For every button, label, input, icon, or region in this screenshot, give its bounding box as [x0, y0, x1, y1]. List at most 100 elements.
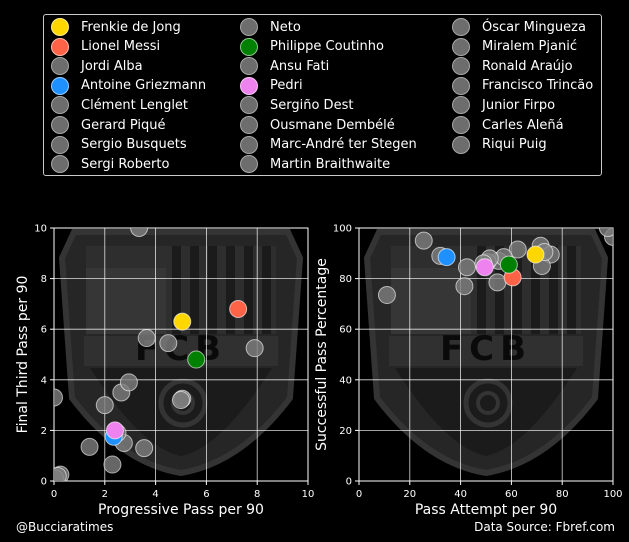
data-point — [105, 421, 124, 440]
legend-label: Antoine Griezmann — [81, 78, 207, 94]
x-tick-label: 100 — [603, 489, 622, 500]
legend-item: Marc-André ter Stegen — [240, 135, 417, 155]
data-point — [119, 373, 138, 392]
legend-marker — [240, 18, 258, 36]
x-tick-label: 0 — [51, 489, 57, 500]
crest-letters: FCB — [440, 329, 532, 369]
legend-marker — [452, 37, 470, 56]
y-tick-label: 60 — [339, 325, 352, 336]
y-tick-label: 4 — [41, 375, 47, 386]
legend-label: Jordi Alba — [81, 58, 143, 74]
x-tick-label: 80 — [556, 489, 569, 500]
data-point — [499, 255, 518, 274]
legend-marker — [452, 96, 470, 115]
y-axis-label: Final Third Pass per 90 — [15, 276, 31, 434]
y-tick-label: 0 — [346, 477, 352, 488]
legend-item: Pedri — [240, 76, 303, 96]
legend-item: Carles Aleñá — [452, 115, 564, 135]
legend-item: Ronald Araújo — [452, 56, 573, 76]
data-point — [54, 466, 67, 481]
legend-label: Francisco Trincão — [482, 78, 594, 94]
data-source: Data Source: Fbref.com — [474, 520, 615, 534]
data-point — [414, 231, 433, 250]
legend-marker — [240, 155, 258, 174]
data-point — [172, 391, 190, 410]
legend-marker — [452, 18, 470, 36]
plot-frame — [53, 227, 309, 482]
legend-marker — [452, 135, 470, 154]
legend-label: Frenkie de Jong — [81, 19, 181, 35]
data-points — [54, 228, 264, 481]
data-point — [437, 248, 456, 267]
data-point — [475, 258, 494, 277]
y-tick-label: 8 — [41, 274, 47, 285]
x-axis-label: Pass Attempt per 90 — [415, 502, 557, 518]
legend-item: Ousmane Dembélé — [240, 115, 395, 135]
legend-item: Sergi Roberto — [51, 154, 169, 174]
x-axis-label: Progressive Pass per 90 — [98, 502, 264, 518]
data-point — [508, 240, 527, 259]
legend-label: Lionel Messi — [81, 39, 161, 55]
data-point — [95, 396, 114, 415]
legend-item: Frenkie de Jong — [51, 17, 181, 37]
data-point — [187, 350, 206, 369]
legend-label: Gerard Piqué — [81, 117, 166, 133]
legend-label: Ousmane Dembélé — [270, 117, 395, 133]
legend-label: Riqui Puig — [482, 137, 547, 153]
legend-label: Clément Lenglet — [81, 97, 189, 113]
legend-label: Óscar Mingueza — [482, 19, 586, 35]
legend-marker — [51, 116, 69, 134]
legend-marker — [51, 18, 69, 36]
data-point — [377, 286, 396, 305]
y-tick-label: 2 — [41, 426, 47, 437]
legend-label: Ansu Fati — [270, 58, 330, 74]
data-point — [54, 388, 63, 407]
legend-label: Sergio Busquets — [81, 137, 187, 153]
legend-item: Óscar Mingueza — [452, 17, 586, 37]
legend-label: Marc-André ter Stegen — [270, 137, 417, 153]
data-point — [245, 339, 264, 358]
data-point — [488, 273, 507, 292]
data-point — [455, 277, 474, 296]
chart-attempts-vs-percentage: FCB 0 20 40 60 80 100 0 20 40 60 80 100 Pass Attempt … — [314, 224, 623, 519]
data-point — [598, 228, 613, 237]
legend-item: Clément Lenglet — [51, 95, 188, 115]
legend-marker — [51, 96, 69, 115]
legend-marker — [240, 135, 258, 154]
y-tick-label: 100 — [333, 224, 352, 235]
legend-marker — [240, 116, 258, 134]
legend-item: Jordi Alba — [51, 56, 143, 76]
legend-item: Ansu Fati — [240, 56, 329, 76]
chart-progressive-vs-final-third: FCB 0 2 4 6 8 10 0 2 4 6 8 10 Progressive Pass per 90… — [15, 224, 315, 519]
legend-item: Philippe Coutinho — [240, 37, 384, 57]
x-tick-label: 0 — [356, 489, 362, 500]
y-tick-label: 10 — [34, 224, 47, 235]
legend-label: Martin Braithwaite — [270, 156, 391, 172]
data-point — [526, 245, 545, 264]
data-point — [103, 455, 122, 474]
x-tick-label: 10 — [302, 489, 315, 500]
data-point — [173, 312, 192, 331]
y-tick-label: 20 — [339, 426, 352, 437]
legend-label: Ronald Araújo — [482, 58, 573, 74]
legend-item: Gerard Piqué — [51, 115, 166, 135]
legend-marker — [51, 155, 69, 174]
legend-item: Martin Braithwaite — [240, 154, 390, 174]
fcb-crest-watermark: FCB — [58, 229, 304, 477]
legend-label: Pedri — [270, 78, 303, 94]
legend-item: Junior Firpo — [452, 95, 555, 115]
x-tick-label: 60 — [505, 489, 518, 500]
legend-item: Neto — [240, 17, 301, 37]
legend-item: Miralem Pjanić — [452, 37, 577, 57]
x-tick-label: 6 — [203, 489, 209, 500]
data-point — [159, 334, 178, 353]
legend-marker — [452, 116, 470, 134]
legend-item: Lionel Messi — [51, 37, 160, 57]
legend-marker — [51, 37, 69, 56]
legend-marker — [240, 37, 258, 56]
data-point — [457, 258, 476, 277]
legend-label: Junior Firpo — [482, 97, 556, 113]
x-tick-label: 2 — [102, 489, 108, 500]
x-tick-label: 20 — [403, 489, 416, 500]
